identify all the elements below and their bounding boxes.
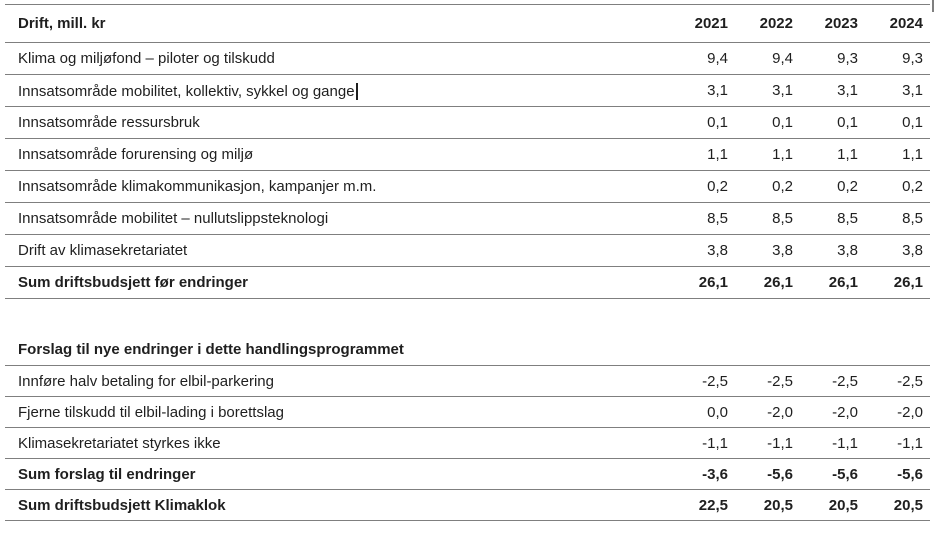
section-heading-label[interactable]: Forslag til nye endringer i dette handli…	[18, 341, 404, 358]
row-value[interactable]: 0,2	[772, 178, 793, 195]
row-value[interactable]: -2,5	[767, 372, 793, 390]
row-value[interactable]: 20,5	[828, 496, 858, 514]
row-value[interactable]: 3,1	[707, 82, 728, 99]
table-row: Innsatsområde forurensing og miljø 1,1 1…	[5, 139, 930, 171]
header-label[interactable]: Drift, mill. kr	[18, 15, 106, 32]
row-value[interactable]: 26,1	[893, 274, 923, 291]
row-value[interactable]: 0,1	[837, 114, 858, 131]
row-label[interactable]: Innsatsområde forurensing og miljø	[18, 146, 254, 163]
row-value[interactable]: 0,2	[837, 178, 858, 195]
row-value[interactable]: 26,1	[698, 274, 728, 291]
row-value[interactable]: 26,1	[828, 274, 858, 291]
row-value[interactable]: 0,1	[902, 114, 923, 131]
row-value[interactable]: 9,4	[707, 50, 728, 67]
text-cursor-caret	[355, 83, 358, 100]
row-label[interactable]: Sum forslag til endringer	[18, 465, 196, 483]
budget-table: Drift, mill. kr 2021 2022 2023 2024 Klim…	[5, 4, 930, 521]
header-year-2023[interactable]: 2023	[824, 15, 858, 32]
row-value[interactable]: -1,1	[702, 434, 728, 452]
row-value[interactable]: 3,1	[902, 82, 923, 99]
row-value[interactable]: 9,3	[837, 50, 858, 67]
table-sum-row: Sum driftsbudsjett før endringer 26,1 26…	[5, 267, 930, 299]
row-value[interactable]: 0,1	[772, 114, 793, 131]
row-value[interactable]: -1,1	[832, 434, 858, 452]
table-row: Klima og miljøfond – piloter og tilskudd…	[5, 43, 930, 75]
row-value[interactable]: 3,8	[837, 242, 858, 259]
row-value[interactable]: 0,1	[707, 114, 728, 131]
row-value[interactable]: 1,1	[837, 146, 858, 163]
row-value[interactable]: 0,0	[707, 403, 728, 421]
row-value[interactable]: -2,0	[897, 403, 923, 421]
row-label[interactable]: Innføre halv betaling for elbil-parkerin…	[18, 372, 274, 390]
row-value[interactable]: 8,5	[707, 210, 728, 227]
row-value[interactable]: 1,1	[707, 146, 728, 163]
row-value[interactable]: 20,5	[893, 496, 923, 514]
table-sum-row: Sum forslag til endringer -3,6 -5,6 -5,6…	[5, 459, 930, 490]
table-row: Innføre halv betaling for elbil-parkerin…	[5, 366, 930, 397]
row-label[interactable]: Fjerne tilskudd til elbil-lading i boret…	[18, 403, 284, 421]
row-value[interactable]: -2,5	[702, 372, 728, 390]
table-header-row: Drift, mill. kr 2021 2022 2023 2024	[5, 4, 930, 43]
row-label[interactable]: Klima og miljøfond – piloter og tilskudd	[18, 50, 275, 67]
row-value[interactable]: 3,8	[707, 242, 728, 259]
header-year-2024[interactable]: 2024	[889, 15, 923, 32]
row-value[interactable]: 3,8	[902, 242, 923, 259]
row-label[interactable]: Innsatsområde ressursbruk	[18, 114, 200, 131]
table-sum-row: Sum driftsbudsjett Klimaklok 22,5 20,5 2…	[5, 490, 930, 521]
row-value[interactable]: -1,1	[767, 434, 793, 452]
row-label-text: Innsatsområde mobilitet, kollektiv, sykk…	[18, 83, 355, 100]
row-value[interactable]: 1,1	[772, 146, 793, 163]
table-row: Fjerne tilskudd til elbil-lading i boret…	[5, 397, 930, 428]
row-label[interactable]: Klimasekretariatet styrkes ikke	[18, 434, 221, 452]
row-value[interactable]: -2,0	[767, 403, 793, 421]
row-value[interactable]: -5,6	[767, 465, 793, 483]
row-label[interactable]: Innsatsområde mobilitet – nullutslippste…	[18, 210, 329, 227]
header-year-2022[interactable]: 2022	[759, 15, 793, 32]
row-value[interactable]: 0,2	[902, 178, 923, 195]
row-label[interactable]: Innsatsområde mobilitet, kollektiv, sykk…	[5, 81, 663, 100]
row-label[interactable]: Drift av klimasekretariatet	[18, 242, 188, 259]
row-value[interactable]: 9,4	[772, 50, 793, 67]
table-row: Drift av klimasekretariatet 3,8 3,8 3,8 …	[5, 235, 930, 267]
row-value[interactable]: 1,1	[902, 146, 923, 163]
row-value[interactable]: 9,3	[902, 50, 923, 67]
row-value[interactable]: -2,0	[832, 403, 858, 421]
header-year-2021[interactable]: 2021	[694, 15, 728, 32]
row-value[interactable]: -5,6	[832, 465, 858, 483]
page-edge-mark	[932, 0, 934, 12]
row-value[interactable]: 8,5	[902, 210, 923, 227]
table-row: Innsatsområde mobilitet, kollektiv, sykk…	[5, 75, 930, 107]
row-label[interactable]: Innsatsområde klimakommunikasjon, kampan…	[18, 178, 377, 195]
row-value[interactable]: 3,1	[837, 82, 858, 99]
row-value[interactable]: 8,5	[837, 210, 858, 227]
table-row: Innsatsområde klimakommunikasjon, kampan…	[5, 171, 930, 203]
row-label[interactable]: Sum driftsbudsjett før endringer	[18, 274, 249, 291]
row-value[interactable]: -2,5	[832, 372, 858, 390]
row-value[interactable]: 20,5	[763, 496, 793, 514]
row-value[interactable]: -1,1	[897, 434, 923, 452]
section-heading-row: Forslag til nye endringer i dette handli…	[5, 334, 930, 366]
row-value[interactable]: 3,8	[772, 242, 793, 259]
table-row: Innsatsområde mobilitet – nullutslippste…	[5, 203, 930, 235]
row-value[interactable]: 26,1	[763, 274, 793, 291]
row-value[interactable]: 3,1	[772, 82, 793, 99]
row-label[interactable]: Sum driftsbudsjett Klimaklok	[18, 496, 226, 514]
table-row: Klimasekretariatet styrkes ikke -1,1 -1,…	[5, 428, 930, 459]
table-spacer-row	[5, 299, 930, 334]
row-value[interactable]: 22,5	[698, 496, 728, 514]
row-value[interactable]: -2,5	[897, 372, 923, 390]
row-value[interactable]: 8,5	[772, 210, 793, 227]
row-value[interactable]: -5,6	[897, 465, 923, 483]
row-value[interactable]: 0,2	[707, 178, 728, 195]
table-row: Innsatsområde ressursbruk 0,1 0,1 0,1 0,…	[5, 107, 930, 139]
row-value[interactable]: -3,6	[702, 465, 728, 483]
